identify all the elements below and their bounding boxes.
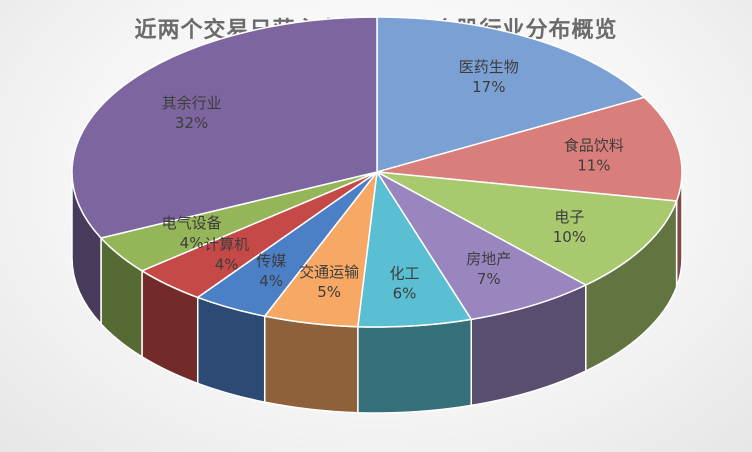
- slice-label-6: 传媒: [256, 252, 286, 270]
- pie-slice-1: [376, 96, 683, 202]
- slice-label-5: 交通运输: [299, 263, 359, 281]
- pie-slice-3: [374, 169, 588, 321]
- slice-value-8: 4%: [180, 234, 204, 252]
- pie-top-slices: [71, 16, 683, 328]
- slice-label-0: 医药生物: [459, 58, 519, 76]
- pie-slice-2: [376, 171, 678, 286]
- pie-slice-9: [71, 16, 378, 239]
- pie-wall-5: [263, 315, 359, 414]
- slice-value-1: 11%: [577, 157, 610, 175]
- slice-value-2: 10%: [553, 228, 586, 246]
- slice-label-8: 电气设备: [162, 214, 222, 232]
- slice-label-1: 食品饮料: [564, 137, 624, 155]
- slice-value-7: 4%: [215, 255, 239, 273]
- slice-value-6: 4%: [259, 272, 283, 290]
- slice-label-7: 计算机: [204, 235, 249, 253]
- slice-label-3: 房地产: [466, 250, 511, 268]
- slice-value-3: 7%: [477, 270, 501, 288]
- slice-value-4: 6%: [393, 285, 417, 303]
- slice-value-9: 32%: [175, 114, 208, 132]
- slice-value-5: 5%: [317, 283, 341, 301]
- slice-label-9: 其余行业: [162, 94, 222, 112]
- slice-label-2: 电子: [554, 208, 584, 226]
- slice-value-0: 17%: [472, 78, 505, 96]
- pie-slice-0: [376, 16, 646, 173]
- pie-labels: 医药生物17%食品饮料11%电子10%房地产7%化工6%交通运输5%传媒4%计算…: [162, 58, 624, 303]
- pie-wall-4: [357, 318, 472, 414]
- slice-label-4: 化工: [390, 265, 420, 283]
